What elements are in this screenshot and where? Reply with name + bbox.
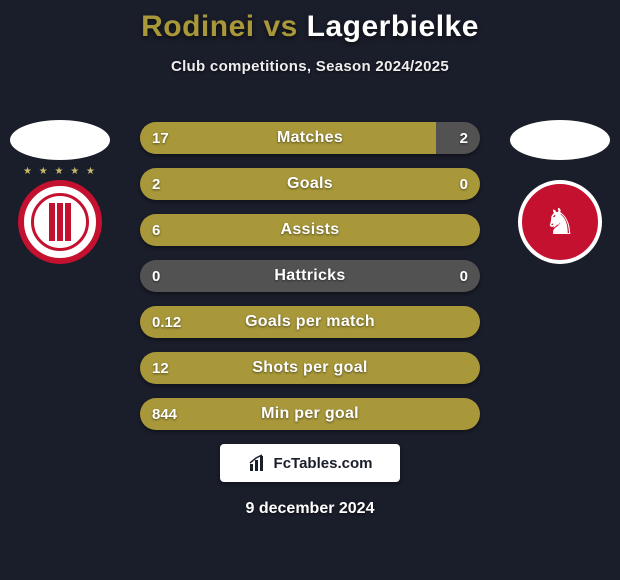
stat-label: Matches <box>277 129 343 147</box>
page-title: Rodinei vs Lagerbielke <box>0 0 620 44</box>
brand-card[interactable]: FcTables.com <box>220 444 400 482</box>
stat-value-left: 6 <box>152 222 160 239</box>
stat-row-shots-per-goal: 12 Shots per goal <box>140 352 480 384</box>
stat-label: Hattricks <box>274 267 345 285</box>
stat-label: Assists <box>280 221 339 239</box>
date-text: 9 december 2024 <box>0 500 620 518</box>
stat-row-matches: 17 Matches 2 <box>140 122 480 154</box>
stat-label: Shots per goal <box>252 359 367 377</box>
stat-row-assists: 6 Assists <box>140 214 480 246</box>
title-left: Rodinei <box>141 10 255 43</box>
stat-label: Goals <box>287 175 333 193</box>
player-left-silhouette <box>10 120 110 160</box>
subtitle: Club competitions, Season 2024/2025 <box>0 58 620 75</box>
title-right: Lagerbielke <box>307 10 479 43</box>
club-badge-right: ♞ <box>518 180 602 264</box>
stat-value-left: 0 <box>152 268 160 285</box>
chart-icon <box>248 453 268 473</box>
stat-value-left: 844 <box>152 406 177 423</box>
stat-row-goals-per-match: 0.12 Goals per match <box>140 306 480 338</box>
stat-value-right: 0 <box>460 268 468 285</box>
stats-container: 17 Matches 2 2 Goals 0 6 Assists 0 Hattr… <box>140 122 480 444</box>
stat-value-left: 0.12 <box>152 314 181 331</box>
stat-value-right: 0 <box>460 176 468 193</box>
stat-label: Min per goal <box>261 405 359 423</box>
horse-icon: ♞ <box>544 204 576 240</box>
club-badge-left-inner <box>31 193 89 251</box>
title-vs: vs <box>263 10 297 43</box>
stat-row-hattricks: 0 Hattricks 0 <box>140 260 480 292</box>
stat-value-right: 2 <box>460 130 468 147</box>
club-badge-left-circle <box>18 180 102 264</box>
stat-value-left: 2 <box>152 176 160 193</box>
stat-value-left: 17 <box>152 130 169 147</box>
club-badge-right-circle: ♞ <box>518 180 602 264</box>
brand-text: FcTables.com <box>274 455 373 472</box>
stat-row-goals: 2 Goals 0 <box>140 168 480 200</box>
stat-value-left: 12 <box>152 360 169 377</box>
stat-label: Goals per match <box>245 313 375 331</box>
club-badge-left-stars: ★ ★ ★ ★ ★ <box>18 166 102 177</box>
stat-row-min-per-goal: 844 Min per goal <box>140 398 480 430</box>
club-badge-left: ★ ★ ★ ★ ★ <box>18 180 102 264</box>
player-right-silhouette <box>510 120 610 160</box>
